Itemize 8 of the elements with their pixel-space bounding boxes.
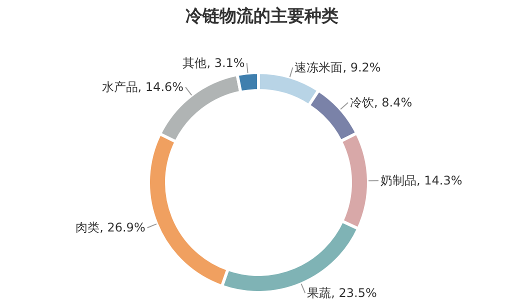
slice-label: 其他, 3.1%	[182, 56, 245, 70]
slice-label: 果蔬, 23.5%	[307, 286, 377, 300]
slice-label: 肉类, 26.9%	[76, 220, 146, 235]
chart-title: 冷链物流的主要种类	[186, 6, 338, 26]
slice-label: 速冻米面, 9.2%	[294, 60, 381, 74]
slice-label: 奶制品, 14.3%	[380, 174, 462, 188]
slice-label: 水产品, 14.6%	[102, 80, 184, 94]
slice-label: 冷饮, 8.4%	[350, 96, 412, 110]
